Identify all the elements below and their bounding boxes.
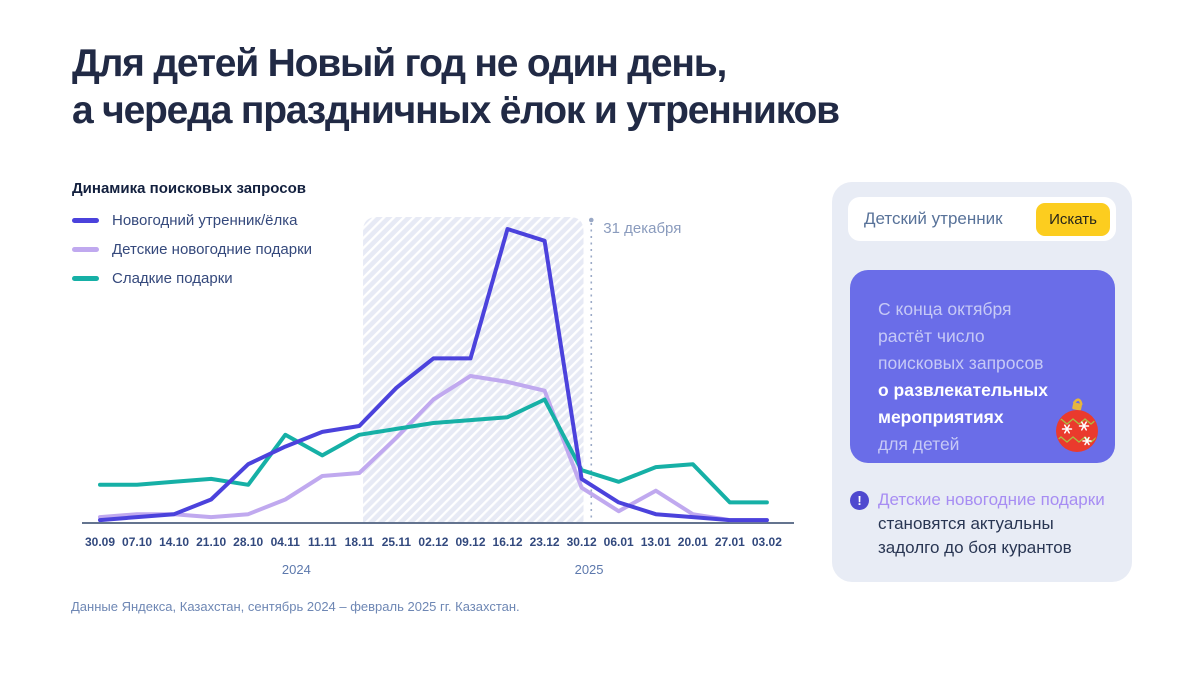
svg-text:04.11: 04.11 xyxy=(271,535,301,549)
svg-text:23.12: 23.12 xyxy=(530,535,560,549)
insight-card: С конца октября растёт число поисковых з… xyxy=(850,270,1115,463)
insight-line-3: поисковых запросов xyxy=(878,353,1044,373)
insight-line-4: о развлекательных xyxy=(878,380,1048,400)
svg-text:30.09: 30.09 xyxy=(85,535,115,549)
svg-text:07.10: 07.10 xyxy=(122,535,152,549)
legend-label-podarki: Детские новогодние подарки xyxy=(112,241,313,258)
legend-item-utrennik: Новогодний утренник/ёлка xyxy=(72,206,312,235)
svg-text:30.12: 30.12 xyxy=(567,535,597,549)
svg-text:16.12: 16.12 xyxy=(493,535,523,549)
svg-text:2025: 2025 xyxy=(575,562,604,577)
note-block: ! Детские новогодние подарки становятся а… xyxy=(850,488,1118,560)
legend-item-podarki: Детские новогодние подарки xyxy=(72,235,312,264)
search-button[interactable]: Искать xyxy=(1036,202,1110,236)
search-input[interactable]: Детский утренник Искать xyxy=(848,197,1116,241)
legend-swatch-sladkie xyxy=(72,276,99,281)
note-line-3: задолго до боя курантов xyxy=(878,538,1072,557)
legend-label-utrennik: Новогодний утренник/ёлка xyxy=(112,212,298,229)
svg-text:27.01: 27.01 xyxy=(715,535,745,549)
legend-swatch-podarki xyxy=(72,247,99,252)
insight-line-6: для детей xyxy=(878,434,960,454)
legend-item-sladkie: Сладкие подарки xyxy=(72,264,312,293)
insight-line-2: растёт число xyxy=(878,326,985,346)
svg-text:28.10: 28.10 xyxy=(233,535,263,549)
trend-chart-svg: 31 декабря 30.09 07.10 14.10 21.10 28.10 04.11… xyxy=(82,217,794,577)
chart-subtitle: Динамика поисковых запросов xyxy=(72,180,306,197)
search-query-text[interactable]: Детский утренник xyxy=(864,209,1003,228)
note-text: Детские новогодние подарки становятся акт… xyxy=(878,488,1105,560)
svg-text:09.12: 09.12 xyxy=(455,535,485,549)
search-panel: Детский утренник Искать С конца октября … xyxy=(832,182,1132,582)
trend-chart: 31 декабря 30.09 07.10 14.10 21.10 28.10 04.11… xyxy=(78,205,798,580)
note-line-2: становятся актуальны xyxy=(878,514,1054,533)
chart-legend: Новогодний утренник/ёлка Детские новогод… xyxy=(72,206,312,293)
legend-swatch-utrennik xyxy=(72,218,99,223)
svg-text:11.11: 11.11 xyxy=(308,535,337,549)
svg-text:02.12: 02.12 xyxy=(418,535,448,549)
svg-text:25.11: 25.11 xyxy=(382,535,412,549)
svg-text:21.10: 21.10 xyxy=(196,535,226,549)
page-title: Для детей Новый год не один день, а черед… xyxy=(72,40,840,134)
svg-text:06.01: 06.01 xyxy=(604,535,634,549)
svg-text:14.10: 14.10 xyxy=(159,535,189,549)
svg-text:2024: 2024 xyxy=(282,562,311,577)
data-source-note: Данные Яндекса, Казахстан, сентябрь 2024… xyxy=(71,599,520,614)
legend-label-sladkie: Сладкие подарки xyxy=(112,270,233,287)
svg-text:31 декабря: 31 декабря xyxy=(603,220,681,237)
insight-line-1: С конца октября xyxy=(878,299,1012,319)
svg-text:18.11: 18.11 xyxy=(345,535,375,549)
insight-line-5: мероприятиях xyxy=(878,407,1004,427)
christmas-ball-icon xyxy=(1056,398,1098,452)
svg-text:13.01: 13.01 xyxy=(641,535,671,549)
exclamation-icon: ! xyxy=(850,491,869,510)
svg-text:20.01: 20.01 xyxy=(678,535,708,549)
title-line-1: Для детей Новый год не один день, xyxy=(72,42,727,85)
title-line-2: а череда праздничных ёлок и утренников xyxy=(72,89,840,132)
svg-text:03.02: 03.02 xyxy=(752,535,782,549)
note-highlight: Детские новогодние подарки xyxy=(878,490,1105,509)
